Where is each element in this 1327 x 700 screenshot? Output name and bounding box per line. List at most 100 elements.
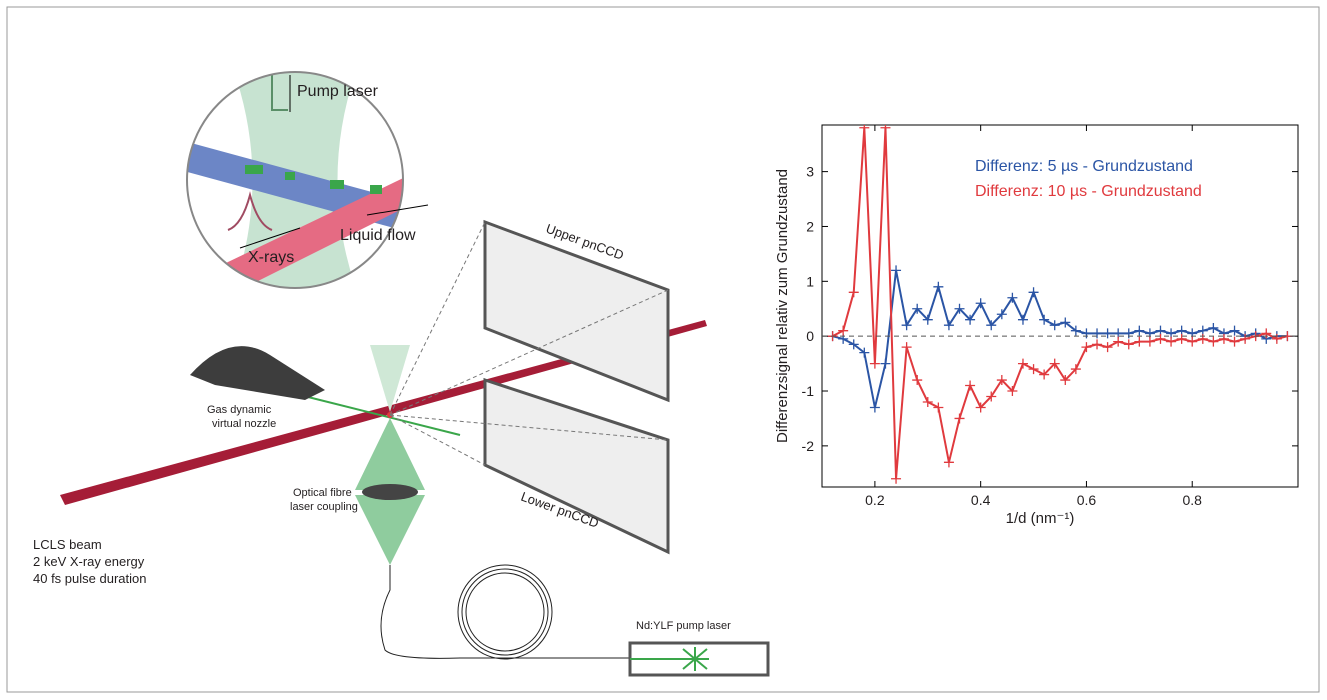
data-point	[869, 402, 880, 413]
data-point	[996, 309, 1007, 320]
x-tick-label: 0.8	[1182, 492, 1202, 508]
y-tick-label: 3	[806, 164, 814, 180]
data-point	[1134, 336, 1145, 347]
data-point	[1155, 333, 1166, 344]
arrow	[366, 204, 429, 216]
y-tick-label: 2	[806, 218, 814, 234]
data-point	[1102, 342, 1113, 353]
x-tick-label: 0.2	[865, 492, 885, 508]
cone	[370, 345, 410, 412]
data-point	[1081, 328, 1092, 339]
label: Liquid flow	[340, 227, 416, 244]
arrow	[239, 227, 301, 249]
data-point	[986, 391, 997, 402]
data-point	[1229, 336, 1240, 347]
data-point	[912, 303, 923, 314]
data-point	[1208, 336, 1219, 347]
data-point	[1060, 317, 1071, 328]
data-point	[1028, 364, 1039, 375]
data-point	[933, 402, 944, 413]
data-point	[975, 298, 986, 309]
scatter-lines	[389, 221, 669, 466]
data-point	[943, 457, 954, 468]
data-point	[901, 342, 912, 353]
data-point	[880, 125, 891, 133]
fibre-coil	[457, 564, 553, 660]
y-tick-label: -1	[802, 383, 815, 399]
data-point	[1134, 325, 1145, 336]
data-point	[848, 339, 859, 350]
series-line	[832, 127, 1288, 479]
detector	[483, 377, 670, 555]
data-point	[922, 396, 933, 407]
y-tick-label: 0	[806, 328, 814, 344]
label: laser coupling	[290, 501, 358, 513]
data-point	[1039, 314, 1050, 325]
data-point	[891, 265, 902, 276]
data-point	[1039, 369, 1050, 380]
data-point	[838, 325, 849, 336]
data-point	[1028, 287, 1039, 298]
sample-jet	[299, 394, 461, 436]
data-point	[954, 413, 965, 424]
data-point	[1081, 342, 1092, 353]
data-point	[1197, 333, 1208, 344]
label: Gas dynamic	[207, 404, 272, 416]
label: 40 fs pulse duration	[33, 571, 146, 586]
laser-star	[681, 647, 709, 671]
data-point	[1144, 336, 1155, 347]
data-point	[848, 287, 859, 298]
data-point	[1176, 333, 1187, 344]
legend-entry: Differenz: 10 µs - Grundzustand	[975, 183, 1202, 200]
y-axis-label: Differenzsignal relativ zum Grundzustand	[774, 169, 791, 443]
data-point	[1017, 358, 1028, 369]
y-tick-label: -2	[802, 438, 815, 454]
data-point	[996, 375, 1007, 386]
data-point	[1271, 333, 1282, 344]
label: X-rays	[248, 249, 294, 266]
label: Pump laser	[297, 83, 379, 100]
data-point	[1218, 333, 1229, 344]
data-point	[891, 473, 902, 484]
data-point	[859, 347, 870, 358]
data-point	[912, 375, 923, 386]
inset-border	[186, 71, 404, 289]
x-axis-label: 1/d (nm⁻¹)	[1006, 510, 1075, 527]
data-point	[965, 380, 976, 391]
data-point	[1102, 328, 1113, 339]
data-point	[1166, 336, 1177, 347]
data-point	[1113, 336, 1124, 347]
data-point	[986, 320, 997, 331]
data-point	[933, 281, 944, 292]
plot-area	[827, 125, 1293, 484]
data-point	[1049, 358, 1060, 369]
label: 2 keV X-ray energy	[33, 554, 145, 569]
data-point	[1092, 339, 1103, 350]
label: Nd:YLF pump laser	[636, 620, 731, 632]
lens	[362, 484, 418, 500]
data-point	[1017, 314, 1028, 325]
data-point	[1092, 328, 1103, 339]
detector	[483, 219, 670, 403]
data-point	[1007, 292, 1018, 303]
data-point	[1123, 339, 1134, 350]
data-point	[943, 320, 954, 331]
legend-entry: Differenz: 5 µs - Grundzustand	[975, 158, 1193, 175]
data-point	[1123, 328, 1134, 339]
data-point	[1070, 325, 1081, 336]
inset	[187, 72, 403, 288]
cone	[355, 418, 425, 565]
x-tick-label: 0.4	[971, 492, 991, 508]
data-point	[1049, 320, 1060, 331]
fibre-coil	[465, 572, 545, 652]
data-point	[1007, 386, 1018, 397]
y-tick-label: 1	[806, 273, 814, 289]
data-point	[1261, 328, 1272, 339]
frame	[6, 6, 1320, 693]
data-point	[1187, 336, 1198, 347]
data-point	[859, 125, 870, 133]
data-point	[1060, 375, 1071, 386]
data-point	[1240, 333, 1251, 344]
